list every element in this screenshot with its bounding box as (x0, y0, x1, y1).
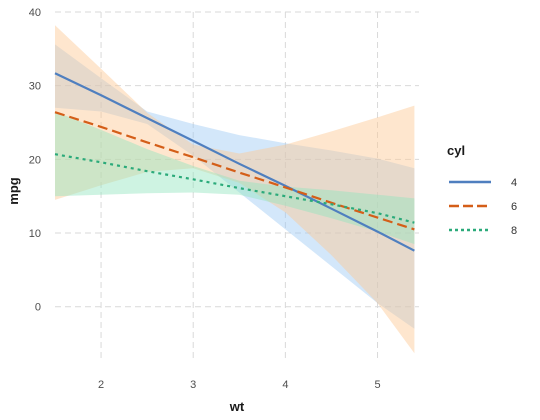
legend-label-cyl-4: 4 (511, 177, 517, 189)
x-axis-ticks: 2 3 4 5 (98, 379, 381, 391)
confidence-band-cyl-8 (55, 111, 415, 245)
confidence-bands (55, 25, 415, 354)
series-line-cyl-6 (54, 111, 415, 231)
y-tick-label-1: 10 (29, 228, 41, 240)
x-tick-label-2: 4 (282, 379, 288, 391)
series-lines (54, 72, 415, 252)
x-tick-label-0: 2 (98, 379, 104, 391)
x-tick-label-3: 5 (374, 379, 380, 391)
y-axis-title: mpg (6, 177, 21, 205)
x-tick-label-1: 3 (190, 379, 196, 391)
legend-label-cyl-6: 6 (511, 201, 517, 213)
y-tick-label-0: 0 (35, 302, 41, 314)
legend: cyl 4 6 8 (447, 143, 517, 237)
legend-title: cyl (447, 143, 465, 158)
y-axis-ticks: 0 10 20 30 40 (29, 7, 41, 314)
y-tick-label-2: 20 (29, 154, 41, 166)
y-tick-label-3: 30 (29, 81, 41, 93)
y-tick-label-4: 40 (29, 7, 41, 19)
x-axis-title: wt (229, 399, 245, 414)
series-line-cyl-4 (54, 72, 415, 252)
confidence-band-cyl-6 (55, 25, 415, 354)
legend-label-cyl-8: 8 (511, 225, 517, 237)
